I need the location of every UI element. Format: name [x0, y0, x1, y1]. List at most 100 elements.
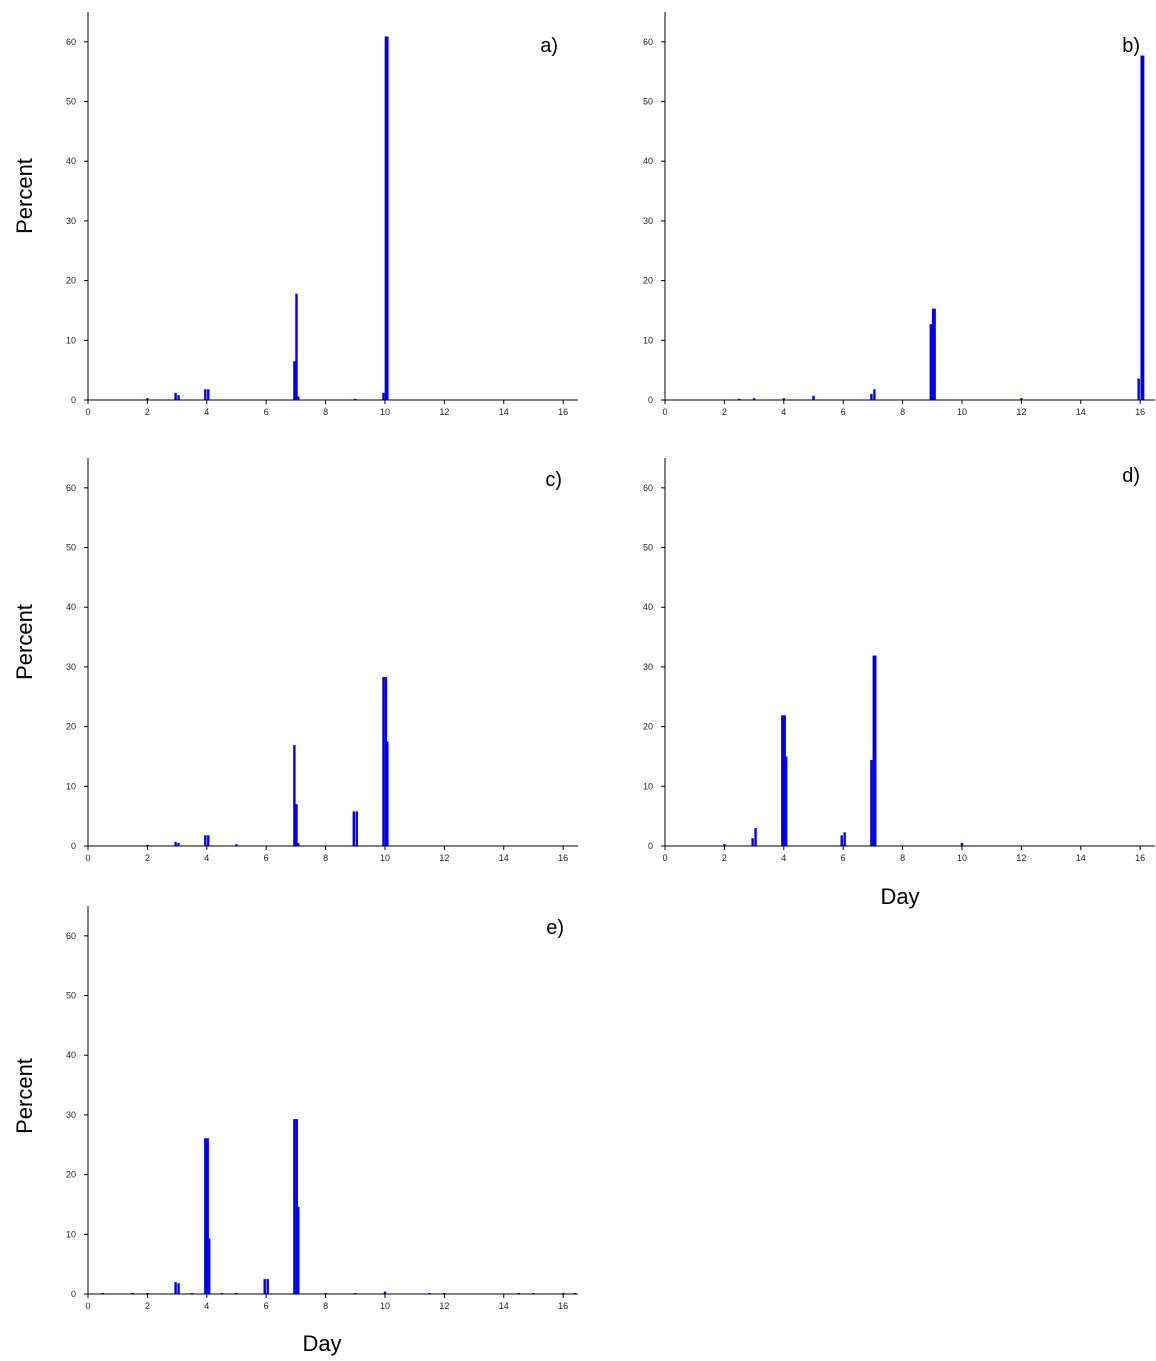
panel-e-y-tick-label: 60 [66, 931, 76, 941]
panel-e-bar [266, 1279, 269, 1294]
panel-e-x-tick-label: 10 [380, 1301, 390, 1311]
panel-e-x-tick-label: 14 [499, 1301, 509, 1311]
panel-a-x-tick-label: 10 [380, 407, 390, 417]
panel-a-bar [354, 398, 357, 400]
panel-b-x-tick-label: 16 [1135, 407, 1145, 417]
panel-b-y-tick-label: 60 [643, 37, 653, 47]
panel-a-y-tick-label: 0 [71, 395, 76, 405]
panel-c-marks [146, 677, 389, 846]
panel-a-bar [382, 392, 385, 400]
panel-b-x-tick-label: 2 [722, 407, 727, 417]
panel-b-bar [812, 395, 815, 400]
panel-c-bar [235, 844, 238, 846]
panel-d-bar [870, 760, 873, 846]
panel-e-bar [206, 1138, 209, 1294]
panel-a-bar [146, 398, 149, 400]
panel-a-bar [295, 293, 298, 400]
panel-b-bar [870, 394, 873, 400]
panel-a-bar [177, 395, 180, 400]
panel-c-y-tick-label: 50 [66, 543, 76, 553]
panel-c-bar [174, 841, 177, 846]
panel-c-x-tick-label: 10 [380, 853, 390, 863]
panel-e-bar [293, 1119, 296, 1294]
panel-b: b) 0 2 4 6 8 10 12 14 16 0 10 20 30 40 50 60 [643, 12, 1155, 417]
panel-c-x-tick-label: 12 [439, 853, 449, 863]
panel-b-bar [931, 308, 935, 400]
panel-b-bar [933, 308, 936, 400]
panel-d-bar [960, 843, 964, 846]
panel-a-bar [207, 389, 210, 400]
panel-c-y-tick-label: 60 [66, 483, 76, 493]
panel-c-bar [204, 835, 207, 846]
panel-d-bar [723, 844, 726, 846]
panel-c-bar [386, 741, 389, 846]
panel-c-y-tick-label: 30 [66, 662, 76, 672]
panel-b-x-tick-label: 10 [957, 407, 967, 417]
panel-d-y-tick-label: 60 [643, 483, 653, 493]
panel-c-bar [295, 804, 298, 846]
panel-e-bar [297, 1206, 300, 1294]
panel-e-y-tick-label: 30 [66, 1110, 76, 1120]
panel-c-bar [355, 811, 358, 846]
panel-a-x-tick-label: 12 [439, 407, 449, 417]
panel-a-bar [293, 361, 296, 400]
panel-a-x-tick-label: 16 [558, 407, 568, 417]
panel-d-y-tick-label: 40 [643, 602, 653, 612]
panel-c-y-tick-label: 40 [66, 602, 76, 612]
panel-c: c) Percent 0 2 4 6 8 10 12 14 16 0 10 20 30 40 50 60 [12, 458, 578, 863]
panel-e-y-tick-label: 10 [66, 1229, 76, 1239]
panel-a-x-tick-label: 14 [499, 407, 509, 417]
panel-d-y-tick-label: 30 [643, 662, 653, 672]
panel-c-ylabel: Percent [12, 604, 37, 680]
panel-e-marks [101, 1119, 577, 1294]
panel-c-x-tick-label: 2 [145, 853, 150, 863]
panel-e-x-tick-label: 16 [558, 1301, 568, 1311]
panel-d-x-tick-label: 2 [722, 853, 727, 863]
panel-b-bar [929, 324, 932, 400]
panel-b-x-tick-label: 6 [841, 407, 846, 417]
panel-d-x-tick-label: 16 [1135, 853, 1145, 863]
panel-b-y-tick-label: 40 [643, 156, 653, 166]
panel-b-y-tick-label: 10 [643, 335, 653, 345]
panel-c-x-tick-label: 4 [204, 853, 209, 863]
panel-e-bar [177, 1283, 180, 1294]
panel-e-x-tick-label: 8 [323, 1301, 328, 1311]
panel-d-bar [843, 832, 846, 846]
panel-e-x-tick-label: 6 [264, 1301, 269, 1311]
panel-e-bar [174, 1282, 177, 1294]
panel-e-bar [295, 1119, 298, 1294]
panel-a-y-tick-label: 30 [66, 216, 76, 226]
panel-b-x-tick-label: 0 [662, 407, 667, 417]
panel-c-bar [146, 844, 149, 846]
panel-c-x-tick-label: 14 [499, 853, 509, 863]
panel-a-y-tick-label: 40 [66, 156, 76, 166]
panel-e-label: e) [546, 917, 564, 939]
panel-b-bar [1141, 55, 1145, 401]
panel-d-y-tick-label: 20 [643, 722, 653, 732]
panel-d-bar [840, 835, 843, 846]
panel-c-label: c) [545, 469, 562, 491]
panel-b-y-tick-label: 50 [643, 97, 653, 107]
panel-d-x-tick-label: 4 [781, 853, 786, 863]
panel-d-bar [754, 828, 757, 846]
panel-a-ylabel: Percent [12, 158, 37, 234]
panel-d-y-tick-label: 50 [643, 543, 653, 553]
panel-c-bar [384, 677, 388, 846]
panel-e: e) Percent Day 0 2 4 6 8 10 12 14 16 0 10 20 30 40 50 6… [12, 906, 578, 1356]
panel-e-x-tick-label: 2 [145, 1301, 150, 1311]
panel-c-y-tick-label: 10 [66, 781, 76, 791]
panel-c-x-tick-label: 0 [85, 853, 90, 863]
panel-a-y-tick-label: 60 [66, 37, 76, 47]
panel-a-bar [297, 396, 300, 400]
panel-e-y-tick-label: 20 [66, 1170, 76, 1180]
panel-a-y-tick-label: 10 [66, 335, 76, 345]
panel-a-marks [146, 36, 389, 400]
panel-c-bar [352, 811, 355, 846]
panel-d-y-tick-label: 0 [648, 841, 653, 851]
panel-e-bar [204, 1138, 207, 1294]
panel-e-y-tick-label: 40 [66, 1050, 76, 1060]
panel-e-y-tick-label: 50 [66, 991, 76, 1001]
panel-c-y-tick-label: 0 [71, 841, 76, 851]
panel-d-bar [783, 715, 786, 846]
